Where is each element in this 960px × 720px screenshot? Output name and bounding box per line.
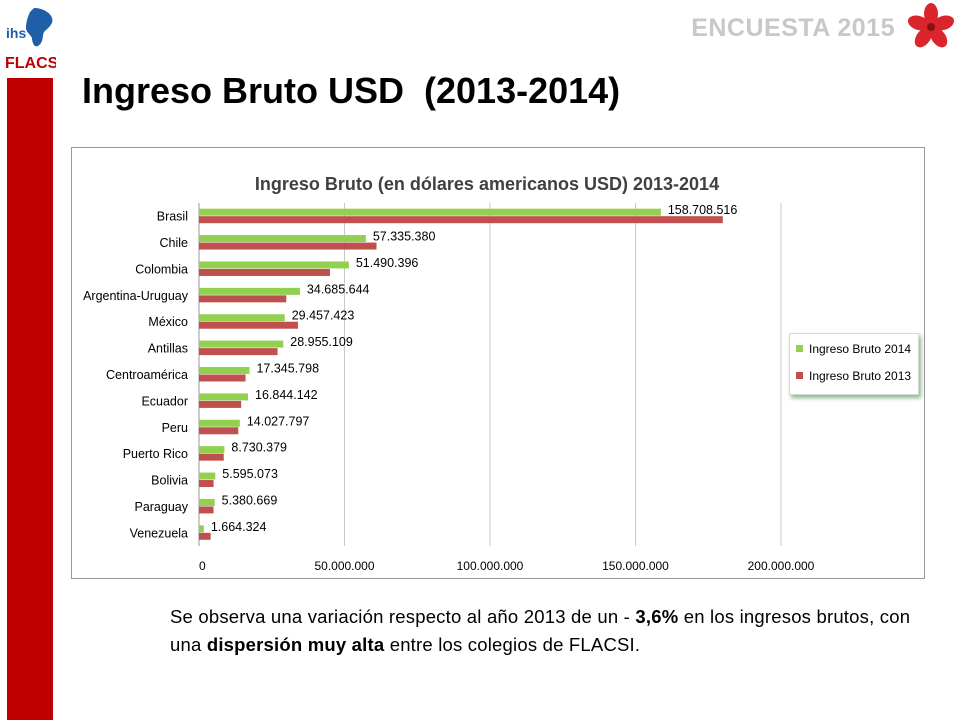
category-label: Centroamérica xyxy=(106,368,188,382)
legend-label-2014: Ingreso Bruto 2014 xyxy=(809,342,912,356)
chart-legend: Ingreso Bruto 2014 Ingreso Bruto 2013 xyxy=(789,333,919,395)
chart-title: Ingreso Bruto (en dólares americanos USD… xyxy=(255,174,719,194)
category-label: Venezuela xyxy=(130,526,188,540)
category-label: Argentina-Uruguay xyxy=(83,289,189,303)
data-label: 34.685.644 xyxy=(307,282,370,296)
x-tick-label: 200.000.000 xyxy=(748,559,815,573)
bars xyxy=(199,208,723,540)
summary-highlight-percent: 3,6% xyxy=(635,606,679,627)
data-label: 8.730.379 xyxy=(231,441,287,455)
data-label: 14.027.797 xyxy=(247,414,310,428)
bar-2013 xyxy=(199,242,377,250)
bar-2013 xyxy=(199,321,298,329)
bar-2013 xyxy=(199,427,239,435)
bar-chart: Ingreso Bruto (en dólares americanos USD… xyxy=(71,147,925,579)
flacsi-logo: ihs FLACSI xyxy=(4,4,56,72)
summary-part-2: en los ingresos brutos, con una xyxy=(170,606,911,655)
data-labels: 158.708.516 57.335.380 51.490.396 34.685.64… xyxy=(211,203,738,534)
bar-2013 xyxy=(199,374,246,382)
bar-2014 xyxy=(199,525,204,533)
data-label: 5.380.669 xyxy=(222,493,278,507)
category-labels: Brasil Chile Colombia Argentina-Uruguay Méxi… xyxy=(83,210,189,541)
bar-2014 xyxy=(199,472,216,480)
bar-2014 xyxy=(199,208,661,216)
data-label: 51.490.396 xyxy=(356,256,419,270)
category-label: México xyxy=(148,315,188,329)
summary-part-3: entre los colegios de FLACSI. xyxy=(384,634,641,655)
flower-icon xyxy=(907,3,955,48)
category-label: Puerto Rico xyxy=(123,447,188,461)
bar-2014 xyxy=(199,393,249,401)
survey-label: ENCUESTA 2015 xyxy=(691,14,895,42)
bar-2014 xyxy=(199,340,284,348)
legend-item-2013: Ingreso Bruto 2013 xyxy=(796,369,911,383)
x-tick-labels: 0 50.000.000 100.000.000 150.000.000 200.000… xyxy=(199,559,815,573)
bar-2013 xyxy=(199,216,723,224)
bar-2013 xyxy=(199,400,242,408)
category-label: Peru xyxy=(162,421,188,435)
bar-2013 xyxy=(199,453,224,461)
data-label: 29.457.423 xyxy=(292,309,355,323)
x-tick-label: 0 xyxy=(199,559,206,573)
legend-label-2013: Ingreso Bruto 2013 xyxy=(809,369,912,383)
category-label: Brasil xyxy=(157,210,188,224)
legend-swatch-2013 xyxy=(796,372,803,379)
legend-item-2014: Ingreso Bruto 2014 xyxy=(796,342,911,356)
bar-2013 xyxy=(199,506,214,514)
bar-2013 xyxy=(199,295,287,303)
accent-red-bar xyxy=(7,78,53,720)
bar-2014 xyxy=(199,446,225,454)
bar-2013 xyxy=(199,480,214,488)
bar-2014 xyxy=(199,367,250,374)
bar-2014 xyxy=(199,261,349,269)
data-label: 17.345.798 xyxy=(256,362,319,376)
chart-canvas: Ingreso Bruto (en dólares americanos USD… xyxy=(83,174,815,573)
category-label: Chile xyxy=(160,236,189,250)
bar-2013 xyxy=(199,532,211,540)
x-tick-label: 50.000.000 xyxy=(314,559,374,573)
summary-part-1: Se observa una variación respecto al año… xyxy=(170,606,636,627)
logo-bottom-text: FLACSI xyxy=(5,55,56,72)
data-label: 158.708.516 xyxy=(668,203,738,217)
logo-top-text: ihs xyxy=(6,25,26,41)
x-tick-label: 100.000.000 xyxy=(457,559,524,573)
summary-highlight-dispersion: dispersión muy alta xyxy=(206,634,385,655)
data-label: 57.335.380 xyxy=(373,230,436,244)
bar-2014 xyxy=(199,419,240,427)
bar-2014 xyxy=(199,287,300,295)
x-tick-label: 150.000.000 xyxy=(602,559,669,573)
bar-2013 xyxy=(199,348,278,356)
category-label: Colombia xyxy=(135,262,188,276)
category-label: Bolivia xyxy=(151,474,188,488)
category-label: Paraguay xyxy=(134,500,188,514)
data-label: 5.595.073 xyxy=(222,467,278,481)
data-label: 28.955.109 xyxy=(290,335,353,349)
data-label: 16.844.142 xyxy=(255,388,318,402)
category-label: Ecuador xyxy=(141,394,188,408)
bar-2014 xyxy=(199,314,285,322)
summary-text: Se observa una variación respecto al año… xyxy=(170,603,930,659)
category-label: Antillas xyxy=(148,342,188,356)
bar-2014 xyxy=(199,498,215,506)
legend-swatch-2014 xyxy=(796,345,803,352)
bar-2013 xyxy=(199,268,330,276)
page-title: Ingreso Bruto USD (2013-2014) xyxy=(82,70,621,111)
data-label: 1.664.324 xyxy=(211,520,267,534)
bar-2014 xyxy=(199,235,366,243)
